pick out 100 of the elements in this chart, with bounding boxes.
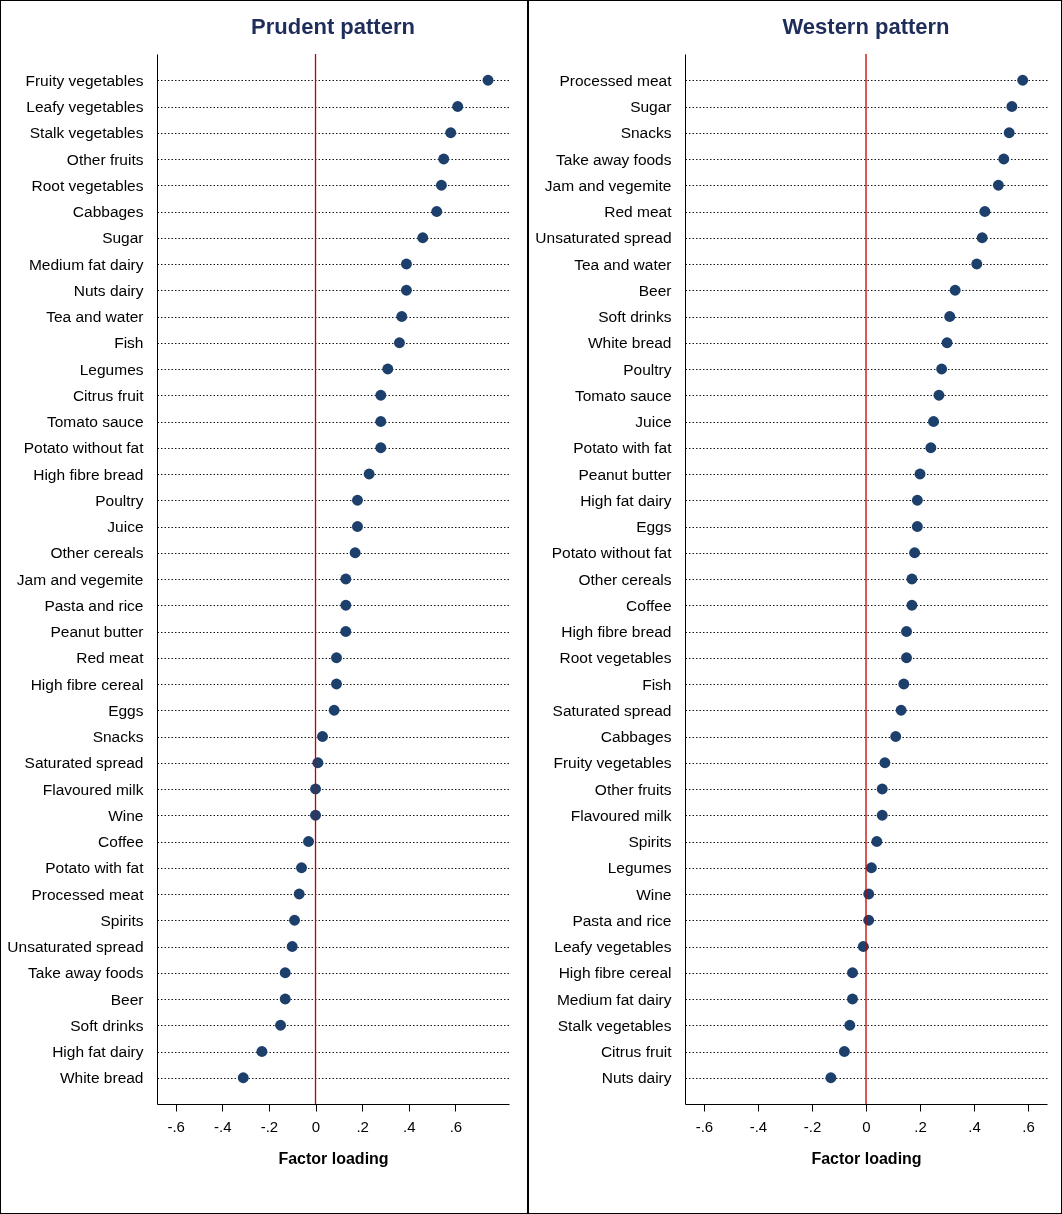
point	[435, 179, 447, 191]
point	[944, 311, 956, 322]
point	[901, 652, 912, 664]
y-tick-label: Cabbages	[600, 728, 672, 745]
point	[936, 363, 948, 375]
y-tick-label: Legumes	[607, 859, 672, 877]
y-tick-label: Spirits	[100, 911, 144, 929]
point	[901, 626, 912, 637]
y-tick-label: Tomato sauce	[575, 386, 672, 404]
y-tick-label: Nuts dairy	[601, 1069, 672, 1087]
point	[289, 914, 301, 926]
x-tick-label: -.6	[167, 1117, 185, 1135]
x-tick-label: -.4	[214, 1117, 232, 1135]
point	[452, 101, 464, 112]
x-tick-label: .2	[356, 1117, 369, 1135]
y-tick-label: High fibre cereal	[30, 675, 144, 693]
y-tick-label: Root vegetables	[559, 649, 672, 667]
y-tick-label: Jam and vegemite	[16, 570, 144, 588]
point	[382, 363, 394, 375]
y-tick-label: Soft drinks	[70, 1016, 144, 1034]
point	[949, 284, 961, 296]
point	[1003, 127, 1015, 139]
point	[992, 179, 1004, 191]
point	[340, 573, 352, 585]
y-tick-label: Sugar	[630, 98, 672, 115]
y-tick-label: Potato without fat	[23, 439, 145, 457]
point	[352, 521, 363, 532]
point	[237, 1072, 249, 1084]
point	[895, 704, 907, 716]
x-tick-label: -.2	[260, 1117, 279, 1135]
point	[971, 258, 983, 270]
point	[928, 416, 940, 427]
x-tick-label: -.4	[749, 1117, 768, 1135]
x-tick-label: 0	[862, 1117, 871, 1135]
y-tick-label: Potato with fat	[45, 859, 145, 877]
point	[286, 941, 298, 952]
point	[976, 232, 988, 244]
y-tick-label: Coffee	[98, 833, 144, 850]
x-tick-label: .4	[968, 1117, 981, 1135]
point	[445, 127, 457, 139]
point	[906, 573, 918, 585]
y-tick-label: Beer	[110, 990, 144, 1008]
y-tick-label: Beer	[638, 281, 672, 299]
y-tick-label: Cabbages	[72, 203, 144, 220]
y-tick-label: Other fruits	[594, 780, 672, 798]
y-tick-label: Snacks	[92, 728, 144, 745]
point	[879, 757, 891, 769]
point	[825, 1072, 837, 1084]
y-tick-label: Peanut butter	[50, 623, 144, 640]
y-tick-label: Take away foods	[28, 964, 144, 982]
y-tick-label: Coffee	[626, 596, 672, 614]
y-tick-label: Juice	[107, 518, 144, 535]
y-tick-label: Other fruits	[66, 150, 144, 168]
point	[906, 599, 918, 611]
y-tick-label: Legumes	[79, 360, 144, 378]
y-tick-label: Root vegetables	[31, 176, 144, 194]
y-tick-label: Take away foods	[556, 150, 672, 168]
y-tick-label: Red meat	[604, 203, 673, 220]
y-tick-label: Wine	[636, 885, 672, 903]
y-tick-label: Flavoured milk	[42, 780, 144, 798]
y-tick-label: Pasta and rice	[44, 596, 144, 614]
point	[871, 836, 883, 847]
y-tick-label: Citrus fruit	[600, 1043, 673, 1060]
y-tick-label: White bread	[59, 1069, 144, 1087]
point	[349, 547, 361, 559]
y-tick-label: White bread	[587, 334, 672, 352]
point	[363, 468, 375, 480]
x-tick-label: .6	[449, 1117, 463, 1135]
chart-title: Western pattern	[782, 14, 950, 40]
x-axis-title: Factor loading	[278, 1149, 389, 1167]
y-tick-label: Other cereals	[50, 544, 144, 562]
y-tick-label: Flavoured milk	[570, 806, 672, 824]
y-tick-label: Tea and water	[574, 255, 672, 273]
point	[296, 862, 308, 874]
y-tick-label: Eggs	[108, 701, 144, 719]
y-tick-label: Juice	[635, 413, 672, 430]
point	[375, 416, 387, 427]
point	[847, 993, 858, 1005]
x-tick-label: -.6	[695, 1117, 714, 1135]
y-tick-label: Leafy vegetables	[26, 98, 144, 115]
point	[431, 206, 443, 217]
y-tick-label: Tomato sauce	[47, 413, 144, 430]
point	[331, 678, 342, 690]
point	[876, 783, 888, 795]
point	[375, 442, 387, 454]
y-tick-label: Pasta and rice	[572, 911, 672, 929]
y-tick-label: High fibre cereal	[558, 964, 672, 982]
chart-title: Prudent pattern	[251, 14, 415, 40]
point	[998, 153, 1010, 165]
y-tick-label: High fibre bread	[561, 623, 672, 640]
point	[400, 284, 412, 296]
y-tick-label: Snacks	[620, 124, 672, 142]
y-tick-label: Stalk vegetables	[557, 1016, 672, 1034]
point	[909, 547, 921, 559]
point	[279, 967, 291, 979]
point	[279, 993, 291, 1005]
point	[331, 652, 342, 664]
y-tick-label: Eggs	[636, 518, 672, 535]
point	[979, 206, 991, 217]
point	[328, 704, 340, 716]
